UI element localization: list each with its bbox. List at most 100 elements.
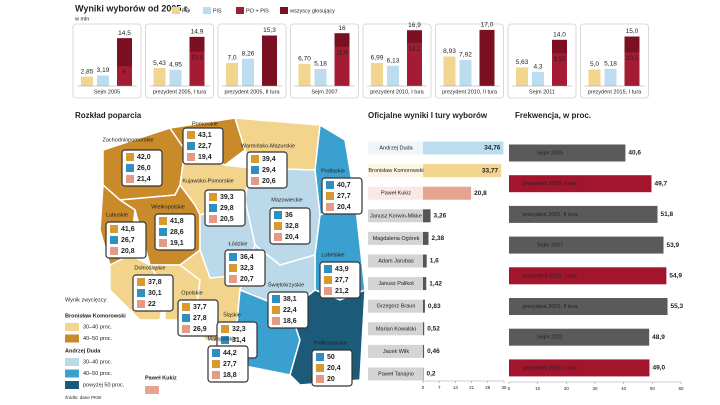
value-label: 16,9 [408, 22, 421, 29]
value-label: 16 [338, 25, 346, 32]
region-value: 36,4 [240, 254, 254, 261]
legend-label: PO [182, 8, 191, 14]
candidate-icon [221, 325, 229, 333]
category-label: Sejm 2005 [94, 89, 120, 95]
bar [509, 328, 650, 346]
bar [334, 46, 350, 86]
panel [580, 23, 649, 99]
x-tick-label: 10 [535, 386, 541, 391]
bar [423, 141, 504, 155]
value-label: 7,0 [227, 55, 236, 62]
region-value: 37,7 [193, 304, 207, 311]
category-label: prezydent 2010, II tura [442, 89, 498, 95]
x-tick-label: 35 [501, 385, 507, 390]
value-label: 15,3 [263, 27, 276, 34]
value-label: 6,13 [387, 57, 400, 64]
value-label: 14,5 [118, 30, 131, 37]
bar [509, 359, 650, 377]
value-label: 8,93 [443, 48, 456, 55]
candidate-icon [316, 375, 324, 383]
region-value: 37,8 [148, 279, 162, 286]
region-value: 41,8 [170, 218, 184, 225]
value-label: 53,9 [667, 242, 680, 249]
value-label: 8,26 [242, 50, 255, 57]
value-label: 20,8 [474, 190, 487, 197]
candidate-icon [137, 278, 145, 286]
name-band [368, 367, 423, 381]
value-label: 55,3 [671, 303, 684, 310]
legend-swatch [65, 358, 79, 366]
region-value: 20 [327, 376, 335, 383]
candidate-icon [187, 142, 195, 150]
candidate-icon [110, 247, 118, 255]
candidate-icon [272, 295, 280, 303]
candidate-icon [229, 275, 237, 283]
value-label: 7,92 [459, 52, 472, 59]
bar [423, 209, 431, 223]
bar [242, 58, 254, 86]
candidate-icon [316, 364, 324, 372]
value-label: 0,83 [428, 303, 441, 310]
candidate-icon [126, 175, 134, 183]
category-label: prezydent 2010, II tura [522, 304, 578, 310]
region-name: Wielkopolskie [151, 204, 185, 210]
region-value: 40,7 [337, 182, 351, 189]
candidate-icon [212, 371, 220, 379]
region-value: 26,7 [121, 237, 135, 244]
category-label: Adam Jarubas [378, 258, 414, 264]
legend-group: Andrzej Duda [65, 348, 101, 354]
legend-title: Wynik zwycięzcy: [65, 297, 108, 303]
bar [509, 144, 626, 162]
candidate-icon [326, 203, 334, 211]
candidate-icon [137, 300, 145, 308]
name-band [368, 164, 423, 178]
value-label: 5,43 [153, 60, 166, 67]
legend-label: 30–40 proc. [83, 324, 113, 330]
bar [407, 42, 422, 86]
x-tick-label: 7 [438, 385, 441, 390]
region-name: Łódzkie [229, 241, 248, 247]
region-name: Podlaskie [321, 168, 345, 174]
value-label: 13,1 [409, 46, 421, 52]
bar [97, 75, 109, 86]
region-value: 28,6 [170, 229, 184, 236]
chart-title: Rozkład poparcia [75, 111, 142, 120]
candidate-icon [159, 228, 167, 236]
panel [145, 23, 214, 99]
category-label: prezydent 2015, I tura [588, 89, 642, 95]
region-value: 30,1 [148, 290, 162, 297]
region-name: Lubelskie [321, 252, 344, 258]
value-label: 9,93 [554, 57, 566, 63]
chart-subtitle: w mln [74, 16, 89, 22]
name-band [368, 209, 423, 223]
category-label: Magdalena Ogórek [373, 236, 420, 242]
value-label: 0,2 [426, 371, 435, 378]
bar [509, 205, 658, 223]
value-label: 54,9 [669, 273, 682, 280]
candidate-icon [326, 192, 334, 200]
value-label: 40,6 [628, 150, 641, 157]
value-label: 17,0 [481, 22, 494, 29]
region-value: 39,4 [262, 156, 276, 163]
candidate-icon [110, 225, 118, 233]
bar [509, 236, 664, 254]
category-label: Paweł Tanajno [378, 371, 414, 377]
value-label: 2,85 [81, 68, 94, 75]
region-name: Warmińsko-Mazurskie [241, 143, 295, 149]
candidate-icon [272, 317, 280, 325]
bar [423, 277, 427, 291]
category-label: prezydent 2005, I tura [153, 89, 207, 95]
bar [81, 76, 93, 86]
legend-swatch [172, 7, 180, 14]
bar [423, 231, 429, 245]
bar [552, 53, 567, 86]
bar [169, 69, 182, 86]
candidate-icon [182, 303, 190, 311]
x-tick-label: 20 [564, 386, 570, 391]
value-label: 10,2 [626, 56, 638, 62]
bar [459, 59, 472, 86]
bar [298, 63, 311, 86]
value-label: 11,9 [336, 50, 348, 56]
value-label: 49,7 [654, 180, 667, 187]
bar [226, 62, 238, 86]
